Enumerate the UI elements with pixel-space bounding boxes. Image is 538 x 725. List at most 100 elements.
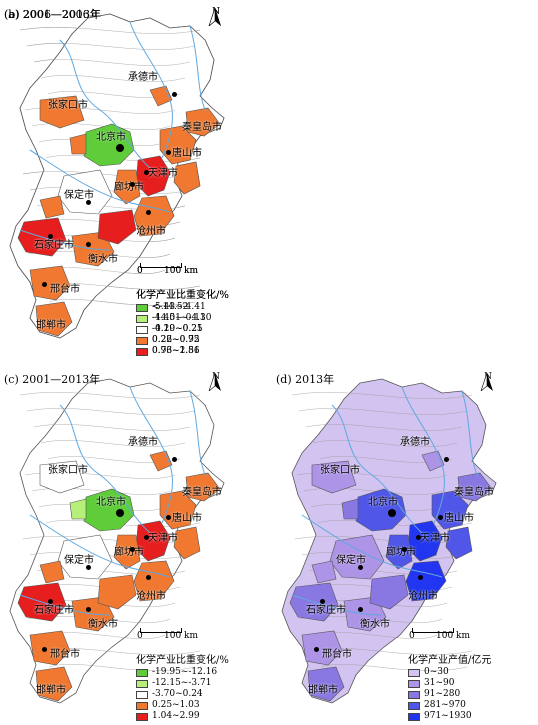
county-boundary [29, 552, 191, 559]
county-region-east_ts [173, 161, 201, 195]
city-marker [444, 457, 449, 462]
legend-label: 0.93~2.86 [152, 346, 200, 356]
river [401, 386, 445, 524]
river [19, 594, 111, 616]
legend-swatch [136, 712, 148, 721]
map-legend: 化学产业比重变化/% -19.95~-12.16 -12.15~-3.71 -3.70… [136, 655, 229, 722]
legend-entry: 1.04~2.99 [136, 711, 229, 722]
county-region-bj_w [341, 498, 359, 520]
legend-label: <-14.52 [152, 302, 189, 312]
legend-swatch [408, 701, 420, 710]
county-region-handan [307, 666, 345, 702]
map-svg [9, 13, 225, 339]
county-region-langfang [385, 534, 413, 570]
city-marker [146, 210, 151, 215]
city-label-baoding: 保定市 [64, 555, 94, 566]
city-label-hengshui: 衡水市 [360, 619, 390, 630]
legend-title: 化学产业比重变化/% [136, 290, 229, 301]
legend-label: 0.26~0.92 [152, 335, 200, 345]
scale-bar: 0 100 km [137, 628, 198, 641]
river [19, 229, 111, 251]
county-region-xiaonan [97, 574, 137, 610]
scale-bar: 0 100 km [137, 263, 198, 276]
panel-title: (a) 2001—2006年 [4, 8, 101, 21]
city-label-shijiazhuang: 石家庄市 [306, 605, 346, 616]
legend-swatch [136, 679, 148, 688]
city-label-tangshan: 唐山市 [444, 513, 474, 524]
county-region-baoding [329, 534, 385, 580]
city-label-cangzhou: 沧州市 [136, 226, 166, 237]
city-marker [358, 607, 363, 612]
city-label-hengshui: 衡水市 [88, 254, 118, 265]
city-label-langfang: 廊坊市 [386, 547, 416, 558]
river [29, 514, 171, 578]
legend-label: -4.40~-0.11 [152, 313, 206, 323]
city-marker [166, 515, 171, 520]
river [189, 390, 207, 478]
city-marker [86, 565, 91, 570]
city-label-tianjin: 天津市 [148, 168, 178, 179]
county-region-baoding [57, 169, 113, 215]
river [331, 404, 423, 534]
county-boundary [26, 408, 196, 415]
city-label-hengshui: 衡水市 [88, 619, 118, 630]
county-region-langfang [113, 534, 141, 570]
county-boundary [48, 664, 196, 671]
city-marker [86, 242, 91, 247]
county-region-xingtai [301, 630, 343, 666]
legend-swatch [408, 679, 420, 688]
city-label-xingtai: 邢台市 [50, 649, 80, 660]
legend-label: 0.22~0.75 [152, 335, 200, 345]
city-label-langfang: 廊坊市 [114, 547, 144, 558]
river [461, 390, 479, 478]
city-label-xingtai: 邢台市 [322, 649, 352, 660]
county-region-xingtai [29, 265, 71, 301]
county-boundary [40, 440, 186, 447]
county-region-east_ts [173, 526, 201, 560]
legend-swatch [136, 668, 148, 677]
city-label-baoding: 保定市 [64, 190, 94, 201]
county-region-xiaonan [97, 209, 137, 245]
county-boundary [298, 408, 468, 415]
legend-label: -14.51~-4.30 [152, 313, 212, 323]
county-region-sjz_w [311, 560, 337, 584]
city-label-chengde: 承德市 [128, 72, 158, 83]
legend-swatch [136, 701, 148, 710]
map-legend: 化学产业比重变化/% <-14.52 -14.51~-4.30 -4.29~0.25 0… [136, 290, 229, 357]
legend-entry: 0.93~2.86 [136, 346, 229, 357]
legend-entry: -12.15~-3.71 [136, 678, 229, 689]
city-label-shijiazhuang: 石家庄市 [34, 240, 74, 251]
county-boundary [48, 299, 196, 306]
legend-label: -3.70~0.24 [152, 689, 203, 699]
county-region-east_ts [445, 526, 473, 560]
county-boundary [26, 43, 196, 50]
county-region-bj_w [69, 133, 87, 155]
legend-swatch [136, 325, 148, 334]
county-boundary [29, 187, 191, 194]
city-marker [144, 170, 149, 175]
county-region-handan [35, 666, 73, 702]
legend-label: 91~280 [424, 689, 461, 699]
city-marker [42, 282, 47, 287]
legend-label: -5.43~-4.41 [152, 302, 206, 312]
city-label-zhangjiakou: 张家口市 [48, 465, 88, 476]
county-region-handan [35, 301, 73, 337]
city-marker [86, 607, 91, 612]
city-label-zhangjiakou: 张家口市 [48, 100, 88, 111]
north-arrow-icon: N [208, 8, 224, 26]
legend-entry: 0.25~1.03 [136, 700, 229, 711]
county-region-zjk [311, 460, 357, 494]
county-region-beijing [83, 123, 135, 167]
city-marker [320, 599, 325, 604]
county-boundary [33, 424, 191, 431]
panel-title: (b) 2006—2013年 [4, 8, 102, 21]
city-marker [418, 575, 423, 580]
river [129, 21, 173, 159]
city-label-xingtai: 邢台市 [50, 284, 80, 295]
city-label-baoding: 保定市 [336, 555, 366, 566]
river [29, 149, 171, 213]
legend-entry: 971~1930 [408, 711, 491, 722]
legend-label: -12.15~-3.71 [152, 678, 212, 688]
city-marker [130, 547, 135, 552]
